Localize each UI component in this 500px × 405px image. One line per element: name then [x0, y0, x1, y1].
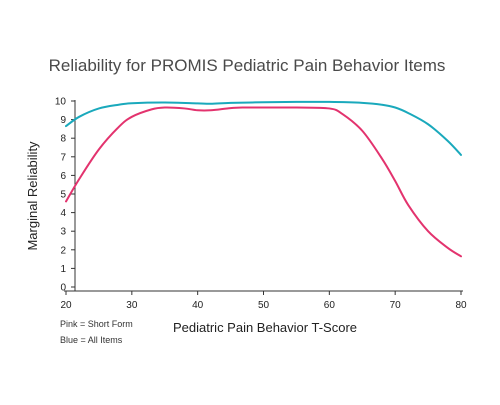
legend-note-pink: Pink = Short Form — [60, 319, 133, 329]
x-tick-label: 50 — [258, 300, 270, 311]
x-tick-label: 80 — [455, 300, 467, 311]
y-tick-label: 7 — [60, 152, 66, 163]
chart-title: Reliability for PROMIS Pediatric Pain Be… — [49, 56, 446, 75]
y-axis-label: Marginal Reliability — [25, 141, 40, 251]
legend-note-blue: Blue = All Items — [60, 335, 123, 345]
y-tick-label: 0 — [60, 283, 66, 294]
series-line-short-form — [65, 106, 462, 258]
y-tick-label: 3 — [60, 227, 66, 238]
y-tick-label: 6 — [60, 171, 66, 182]
y-tick-label: 5 — [60, 190, 66, 201]
y-axis-ticks: 0 1 2 3 4 5 6 7 8 9 10 — [55, 97, 75, 294]
x-tick-label: 70 — [390, 300, 402, 311]
y-tick-label: 10 — [55, 97, 67, 108]
x-axis-ticks: 20 30 40 50 60 70 80 — [60, 291, 467, 311]
series-lines — [65, 100, 462, 258]
x-tick-label: 60 — [324, 300, 336, 311]
y-tick-label: 8 — [60, 134, 66, 145]
x-tick-label: 20 — [60, 300, 72, 311]
y-tick-label: 9 — [60, 115, 66, 126]
x-axis-label: Pediatric Pain Behavior T-Score — [173, 320, 357, 335]
series-line-all-items — [65, 100, 462, 156]
y-tick-label: 2 — [60, 245, 66, 256]
x-tick-label: 30 — [126, 300, 138, 311]
x-tick-label: 40 — [192, 300, 204, 311]
y-tick-label: 4 — [60, 208, 66, 219]
y-tick-label: 1 — [60, 264, 66, 275]
